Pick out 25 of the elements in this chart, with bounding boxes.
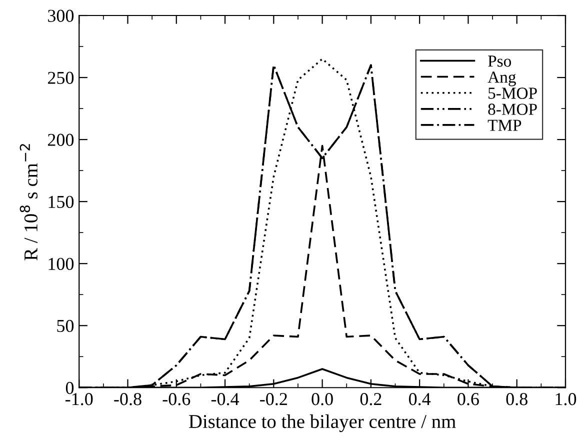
legend-label: Pso [488, 56, 512, 67]
y-tick-label: 50 [57, 320, 74, 332]
y-axis-title: R / 10$^{8}$ s cm$^{−2}$ [20, 144, 38, 260]
x-tick-label: 0.2 [360, 393, 382, 406]
y-tick-label: 0 [66, 382, 74, 394]
legend-label: TMP [488, 120, 522, 131]
legend-label: Ang [488, 72, 516, 86]
y-tick-label: 150 [48, 196, 74, 208]
y-tick-label: 250 [48, 72, 74, 84]
x-tick-label: -0.8 [114, 393, 142, 406]
x-tick-label: -0.6 [162, 393, 190, 406]
x-tick-label: 0.4 [408, 393, 431, 406]
x-tick-label: 0.6 [458, 393, 479, 406]
x-tick-label: -0.2 [260, 393, 287, 406]
y-tick-label: 100 [48, 258, 74, 270]
x-tick-label: 0.8 [506, 393, 528, 406]
x-axis-title: Distance to the bilayer centre / nm [188, 414, 456, 432]
x-tick-label: -0.4 [211, 393, 240, 406]
y-tick-label: 300 [48, 10, 74, 22]
x-tick-label: 0.0 [312, 393, 333, 406]
legend-label: 8-MOP [488, 104, 537, 115]
x-tick-label: -1.0 [65, 393, 93, 406]
y-tick-label: 200 [48, 134, 74, 146]
x-tick-label: 1.0 [556, 393, 576, 406]
legend-label: 5-MOP [488, 88, 537, 99]
